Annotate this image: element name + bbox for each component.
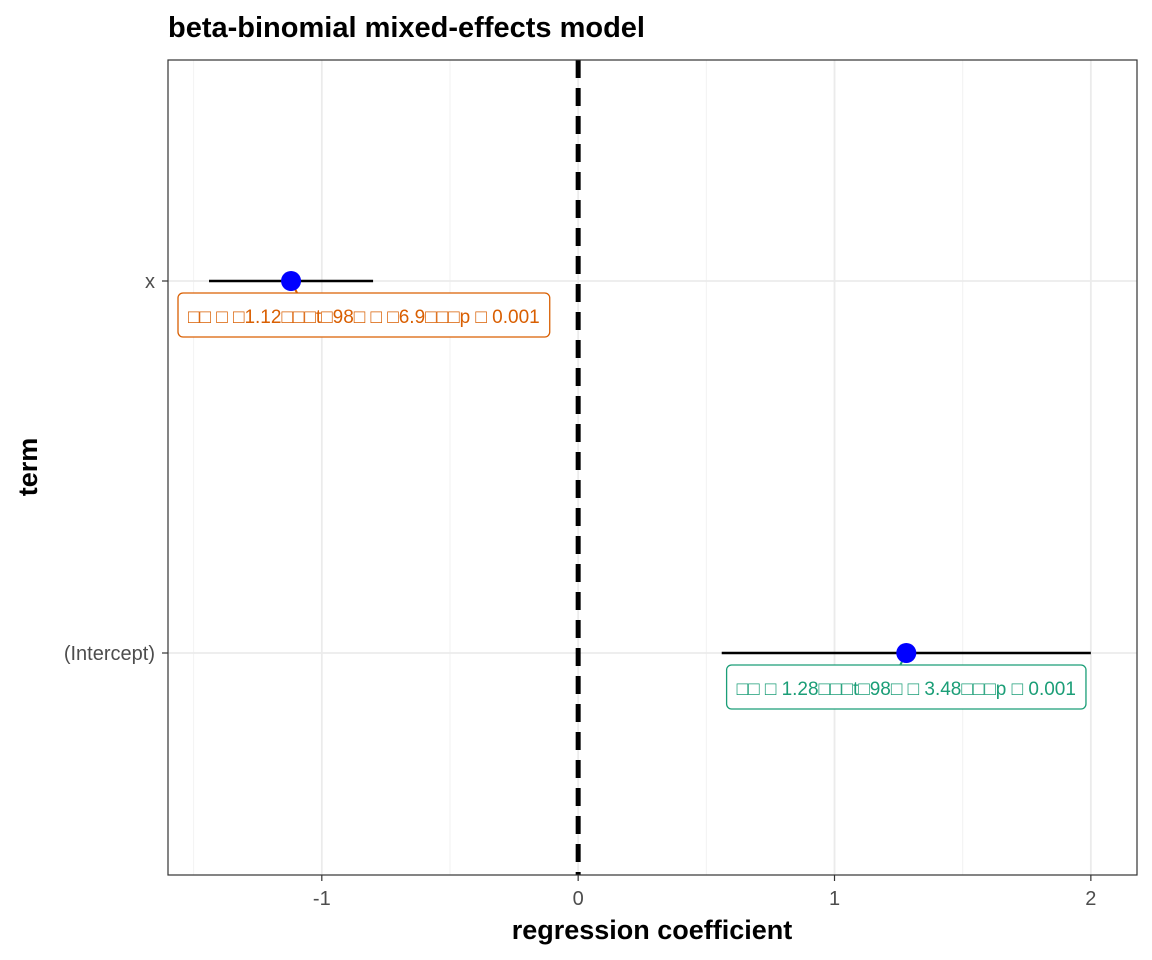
annotation-box	[177, 292, 551, 338]
annotation-text: □□ □ □1.12□□□t□98□ □ □6.9□□□p □ 0.001	[188, 307, 540, 328]
estimate-point	[896, 643, 917, 663]
y-tick-label: x	[145, 271, 155, 293]
x-tick-label: 0	[573, 888, 584, 910]
annotation-box	[725, 664, 1087, 710]
x-axis: -1 0 1 2	[313, 875, 1096, 910]
plot-panel	[168, 60, 1137, 875]
x-tick-label: 2	[1085, 888, 1096, 910]
annotation-label: □□ □ 1.28□□□t□98□ □ 3.48□□□p □ 0.001	[725, 664, 1087, 710]
y-tick-label: (Intercept)	[64, 643, 155, 665]
y-axis: x (Intercept)	[64, 271, 168, 665]
annotation-text: □□ □ 1.28□□□t□98□ □ 3.48□□□p □ 0.001	[737, 679, 1076, 700]
y-axis-title: term	[13, 438, 43, 497]
x-tick-label: -1	[313, 888, 331, 910]
chart-title: beta-binomial mixed-effects model	[168, 12, 645, 44]
x-axis-title: regression coefficient	[512, 915, 793, 945]
annotation-label: □□ □ □1.12□□□t□98□ □ □6.9□□□p □ 0.001	[177, 292, 551, 338]
data-marks: □□ □ □1.12□□□t□98□ □ □6.9□□□p □ 0.001 □□ …	[177, 271, 1091, 710]
plot-border	[167, 59, 1138, 876]
x-tick-label: 1	[829, 888, 840, 910]
estimate-point	[281, 271, 302, 291]
